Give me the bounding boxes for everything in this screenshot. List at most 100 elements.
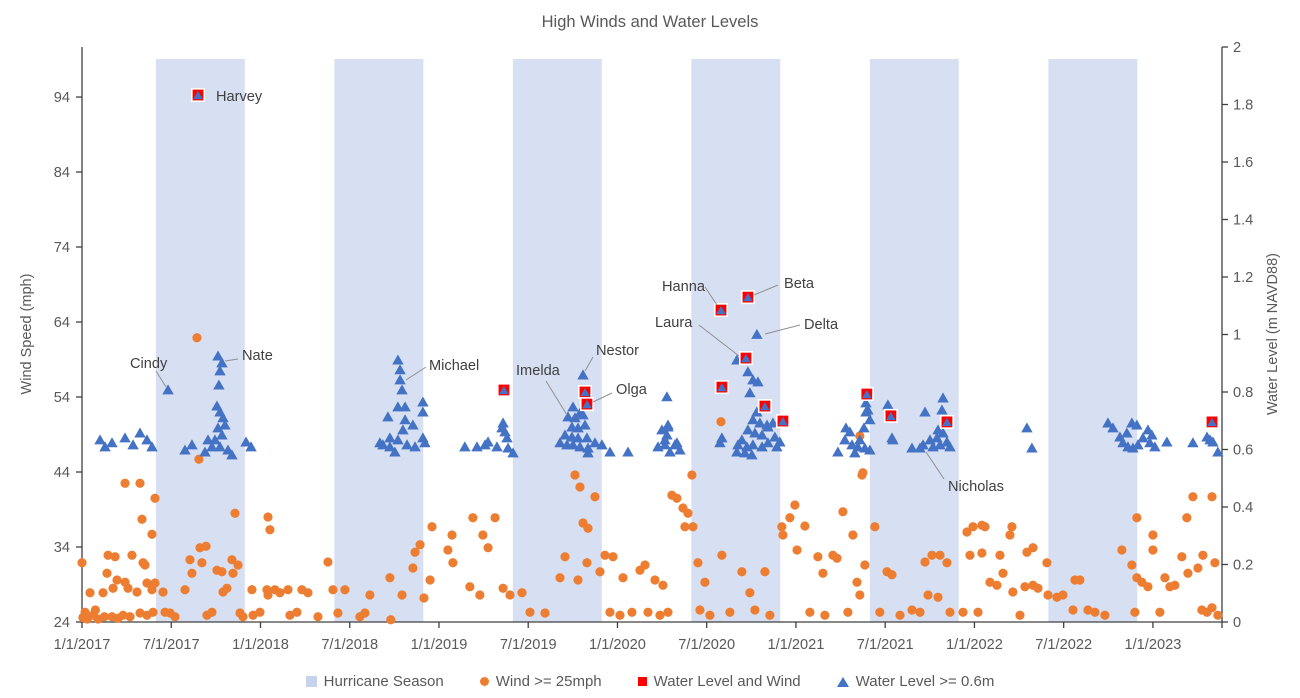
wind-point bbox=[907, 605, 917, 615]
water-point bbox=[507, 447, 519, 458]
season-band bbox=[512, 59, 602, 622]
water-point bbox=[417, 406, 429, 417]
storm-label-olga: Olga bbox=[616, 382, 648, 398]
water-point bbox=[864, 414, 876, 425]
water-point bbox=[906, 442, 918, 453]
wind-point bbox=[977, 548, 987, 558]
y-right-tick-label: 1 bbox=[1233, 328, 1241, 344]
water-point bbox=[622, 446, 634, 457]
leader-line-nate bbox=[224, 358, 239, 362]
water-point bbox=[219, 419, 231, 430]
water-point bbox=[399, 401, 411, 412]
water-point bbox=[554, 437, 566, 448]
storm-label-delta: Delta bbox=[804, 317, 839, 333]
wind-point bbox=[222, 583, 232, 593]
tick-labels: 1/1/2017 7/1/2017 1/1/2018 7/1/2018 1/1/2019… bbox=[54, 40, 1254, 653]
water-point bbox=[572, 422, 584, 433]
water-point bbox=[399, 414, 411, 425]
y-right-tick-label: 2 bbox=[1233, 40, 1241, 56]
water-point bbox=[746, 449, 758, 460]
combined-point-triangle bbox=[886, 411, 896, 421]
water-point bbox=[382, 411, 394, 422]
legend: Hurricane Season Wind >= 25mph Water Lev… bbox=[0, 673, 1300, 690]
wind-point bbox=[1210, 558, 1220, 568]
wind-point bbox=[323, 557, 333, 567]
wind-point bbox=[962, 527, 972, 537]
water-point bbox=[882, 399, 894, 410]
water-point bbox=[134, 427, 146, 438]
wind-point bbox=[1198, 550, 1208, 560]
wind-point bbox=[443, 545, 453, 555]
water-point bbox=[199, 446, 211, 457]
y-left-tick-label: 94 bbox=[54, 90, 70, 106]
x-tick-label: 7/1/2021 bbox=[857, 637, 914, 653]
storm-label-harvey: Harvey bbox=[216, 89, 263, 105]
wind-point bbox=[860, 560, 870, 570]
x-tick-label: 1/1/2018 bbox=[232, 637, 289, 653]
water-point bbox=[749, 427, 761, 438]
wind-point bbox=[573, 575, 583, 585]
wind-point bbox=[1182, 513, 1192, 523]
water-point bbox=[774, 436, 786, 447]
water-point bbox=[849, 447, 861, 458]
wind-point bbox=[1207, 603, 1217, 613]
water-point bbox=[1146, 429, 1158, 440]
y-left-tick-label: 64 bbox=[54, 315, 70, 331]
wind-point bbox=[1083, 605, 1093, 615]
water-point bbox=[213, 379, 225, 390]
leader-line-nicholas bbox=[925, 451, 945, 480]
wind-point bbox=[448, 558, 458, 568]
water-point bbox=[661, 429, 673, 440]
wind-point bbox=[478, 530, 488, 540]
water-point bbox=[377, 439, 389, 450]
wind-point bbox=[998, 568, 1008, 578]
water-point bbox=[769, 431, 781, 442]
wind-point bbox=[942, 558, 952, 568]
combined-point-triangle bbox=[716, 305, 726, 315]
wind-point bbox=[650, 575, 660, 585]
water-point bbox=[214, 441, 226, 452]
wind-point bbox=[1042, 558, 1052, 568]
storm-label-laura: Laura bbox=[655, 315, 693, 331]
water-point bbox=[409, 441, 421, 452]
water-point bbox=[574, 441, 586, 452]
wind-point bbox=[687, 470, 697, 480]
wind-point bbox=[887, 570, 897, 580]
water-point bbox=[499, 426, 511, 437]
wind-point bbox=[608, 552, 618, 562]
water-point bbox=[1212, 446, 1224, 457]
water-point bbox=[577, 409, 589, 420]
wind-point bbox=[1130, 607, 1140, 617]
wind-point bbox=[790, 500, 800, 510]
wind-point bbox=[805, 607, 815, 617]
wind-point bbox=[858, 468, 868, 478]
wind-point bbox=[386, 615, 396, 625]
wind-point bbox=[683, 508, 693, 518]
water-point bbox=[919, 406, 931, 417]
water-point bbox=[567, 439, 579, 450]
x-tick-label: 7/1/2019 bbox=[500, 637, 557, 653]
water-point bbox=[216, 429, 228, 440]
wind-point bbox=[570, 470, 580, 480]
wind-point bbox=[194, 454, 204, 464]
water-point bbox=[245, 441, 257, 452]
water-point bbox=[141, 434, 153, 445]
water-point bbox=[559, 429, 571, 440]
wind-point bbox=[1007, 522, 1017, 532]
water-point bbox=[839, 434, 851, 445]
wind-point bbox=[915, 607, 925, 617]
y-right-tick-label: 0.8 bbox=[1233, 385, 1253, 401]
wind-point bbox=[77, 558, 87, 568]
wind-point bbox=[870, 522, 880, 532]
water-point bbox=[661, 391, 673, 402]
wind-point bbox=[185, 555, 195, 565]
y-left-tick-label: 74 bbox=[54, 240, 70, 256]
wind-point bbox=[123, 583, 133, 593]
axes bbox=[76, 46, 1228, 628]
wind-point bbox=[560, 552, 570, 562]
wind-point bbox=[737, 567, 747, 577]
wind-point bbox=[365, 590, 375, 600]
wind-point bbox=[283, 585, 293, 595]
wind-point bbox=[255, 607, 265, 617]
